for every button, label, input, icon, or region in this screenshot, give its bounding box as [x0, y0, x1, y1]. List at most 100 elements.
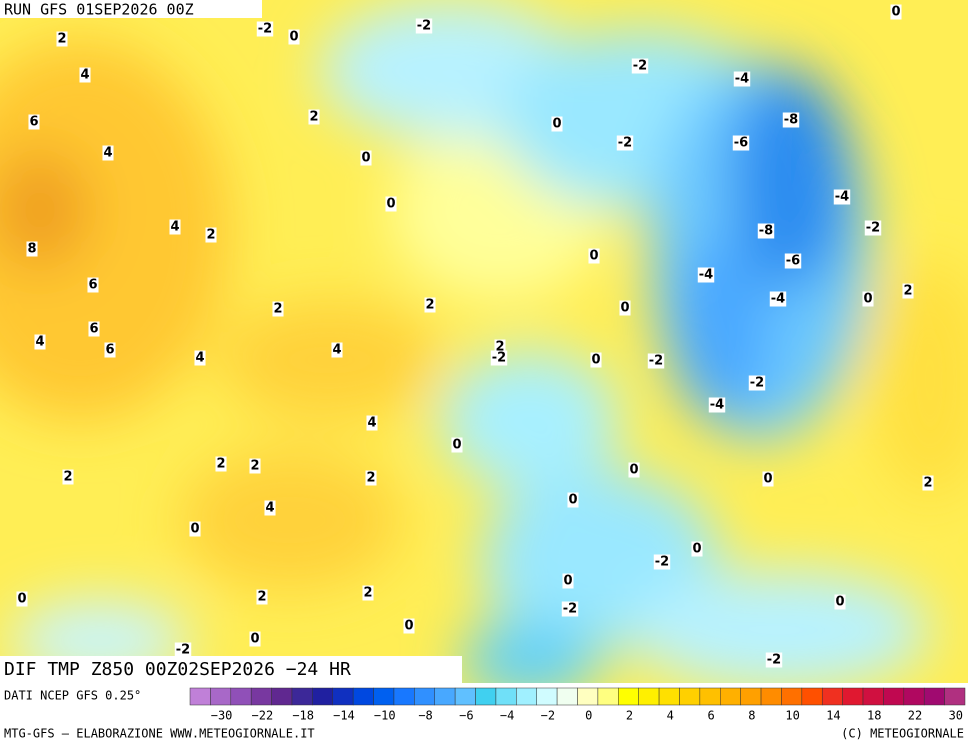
label-box [782, 112, 800, 128]
color-swatch [230, 687, 252, 706]
label-box [79, 67, 91, 83]
label-box [403, 618, 415, 634]
field-title: DIF TMP Z850 00Z02SEP2026 −24 HR [4, 659, 351, 680]
label-box [628, 462, 640, 478]
label-box [362, 585, 374, 601]
label-box [366, 415, 378, 431]
color-swatch [556, 687, 578, 706]
color-swatch [414, 687, 435, 706]
color-swatch [699, 687, 721, 706]
label-box [561, 601, 579, 617]
label-box [762, 471, 774, 487]
color-swatch [210, 687, 232, 706]
colorbar-label: −18 [292, 709, 314, 723]
label-box [619, 300, 631, 316]
contour-label: 0 [552, 117, 561, 132]
label-box [272, 301, 284, 317]
contour-label: 2 [903, 284, 912, 299]
label-box [451, 437, 463, 453]
contour-label: -6 [786, 254, 800, 269]
contour-label: 8 [27, 242, 36, 257]
contour-label: 2 [206, 228, 215, 243]
contour-label: -8 [759, 224, 773, 239]
label-box [864, 220, 882, 236]
label-box [87, 277, 99, 293]
contour-label: 2 [273, 302, 282, 317]
label-box [732, 135, 750, 151]
colorbar-label: 10 [785, 709, 799, 723]
label-box [189, 521, 201, 537]
contour-label: 0 [568, 493, 577, 508]
credit-right: (C) METEOGIORNALE [841, 727, 964, 741]
label-box [194, 350, 206, 366]
color-swatch [495, 687, 517, 706]
color-swatch [842, 687, 864, 706]
contour-label: -2 [649, 354, 663, 369]
label-box [62, 469, 74, 485]
label-box [365, 470, 377, 486]
contour-label: 2 [309, 110, 318, 125]
label-box [264, 500, 276, 516]
color-swatch [760, 687, 782, 706]
contour-label: 0 [386, 197, 395, 212]
contour-label: 4 [170, 220, 179, 235]
color-swatch [944, 687, 966, 706]
colorbar-label: 18 [867, 709, 881, 723]
contour-label: 0 [17, 592, 26, 607]
color-swatch [332, 687, 354, 706]
label-box [415, 18, 433, 34]
label-box [360, 150, 372, 166]
contour-label: 2 [257, 590, 266, 605]
contour-label: 4 [265, 501, 274, 516]
contour-label: -2 [258, 22, 272, 37]
label-box [691, 541, 703, 557]
label-box [757, 223, 775, 239]
color-swatch [923, 687, 945, 706]
contour-label: 0 [863, 292, 872, 307]
contour-label: -2 [563, 602, 577, 617]
contour-label: -2 [176, 643, 190, 658]
label-box [249, 458, 261, 474]
contour-label: 0 [289, 30, 298, 45]
contour-label: 0 [835, 595, 844, 610]
label-box [169, 219, 181, 235]
colorbar-label: 6 [707, 709, 714, 723]
colorbar-label: −10 [374, 709, 396, 723]
contour-label: 0 [563, 574, 572, 589]
color-swatch [516, 687, 537, 706]
contour-label: 4 [195, 351, 204, 366]
header-box [0, 0, 262, 18]
color-swatch [801, 687, 823, 706]
colorbar-label: −4 [500, 709, 514, 723]
source: DATI NCEP GFS 0.25° [4, 689, 141, 703]
label-box [733, 71, 751, 87]
contour-label: 2 [425, 298, 434, 313]
label-box [567, 492, 579, 508]
label-box [551, 116, 563, 132]
label-box [708, 397, 726, 413]
color-swatch [740, 687, 762, 706]
label-box [308, 109, 320, 125]
color-swatch [781, 687, 803, 706]
colorbar-label: −2 [541, 709, 555, 723]
color-swatch [862, 687, 884, 706]
label-box [256, 589, 268, 605]
label-box [890, 4, 902, 20]
contour-label: 6 [89, 322, 98, 337]
label-box [16, 591, 28, 607]
contour-label: 2 [63, 470, 72, 485]
color-swatch [577, 687, 599, 706]
contour-label: 2 [250, 459, 259, 474]
label-box [769, 291, 787, 307]
color-swatch [454, 687, 476, 706]
run-label: RUN GFS 01SEP2026 00Z [4, 1, 194, 19]
contour-label: -2 [750, 376, 764, 391]
contour-label: 2 [363, 586, 372, 601]
contour-label: -4 [710, 398, 724, 413]
contour-label: 2 [495, 340, 504, 355]
colorbar-label: −22 [252, 709, 274, 723]
contour-label: 0 [250, 632, 259, 647]
label-box [205, 227, 217, 243]
contour-label: 0 [361, 151, 370, 166]
